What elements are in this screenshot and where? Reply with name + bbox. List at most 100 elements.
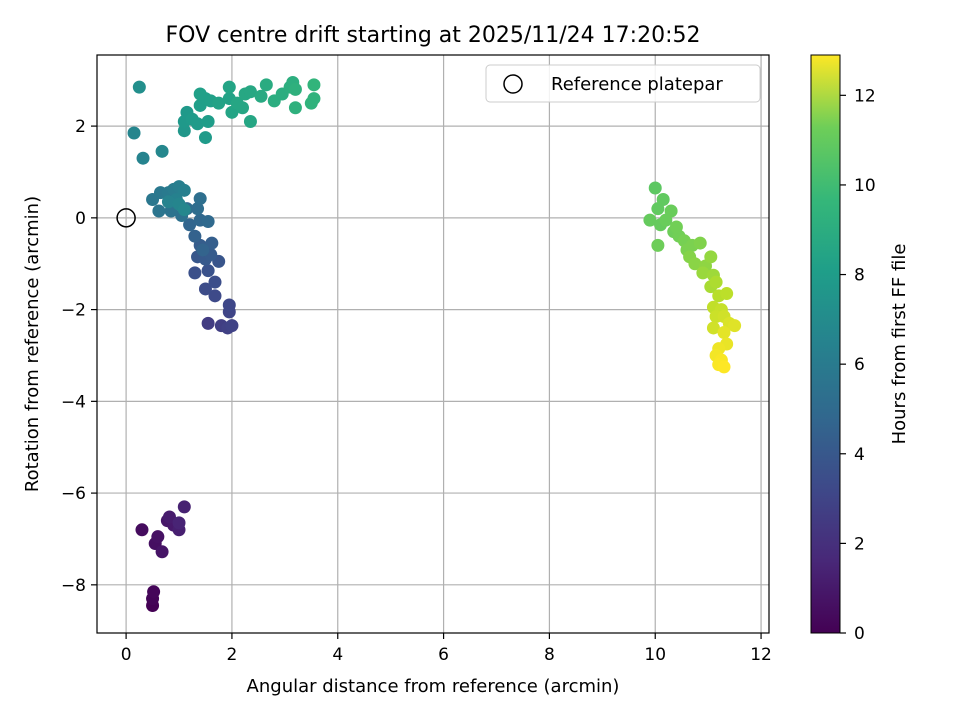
- legend-reference-marker: [503, 74, 523, 94]
- data-point: [201, 264, 215, 278]
- y-axis-ticks: −8 −6 −4 −2 0 2: [61, 117, 97, 596]
- x-tick-label: 12: [750, 645, 772, 665]
- data-point: [706, 321, 720, 335]
- data-point: [205, 236, 219, 250]
- data-point: [254, 89, 268, 103]
- data-point: [198, 282, 212, 296]
- data-point: [225, 319, 239, 333]
- data-point: [288, 82, 302, 96]
- data-point: [155, 144, 169, 158]
- data-point: [709, 275, 723, 289]
- x-tick-label: 6: [438, 645, 449, 665]
- data-point: [152, 204, 166, 218]
- data-point: [161, 195, 175, 209]
- data-point: [243, 115, 257, 129]
- chart-title: FOV centre drift starting at 2025/11/24 …: [166, 23, 701, 48]
- data-point: [307, 92, 321, 106]
- x-tick-label: 10: [644, 645, 666, 665]
- data-point: [717, 326, 731, 340]
- y-tick-label: −8: [61, 576, 86, 596]
- data-point: [243, 85, 257, 99]
- data-point: [688, 257, 702, 271]
- colorbar-tick-label: 10: [854, 176, 876, 196]
- data-point: [198, 131, 212, 145]
- colorbar: 0 2 4 6 8 10 12 Hours from first FF file: [810, 54, 910, 644]
- data-point: [188, 229, 202, 243]
- data-point: [693, 236, 707, 250]
- data-point: [720, 287, 734, 301]
- data-point: [648, 181, 662, 195]
- data-point: [728, 319, 742, 333]
- data-point: [136, 151, 150, 165]
- data-point: [177, 203, 191, 217]
- data-point: [151, 530, 165, 544]
- colorbar-tick-label: 6: [854, 355, 865, 375]
- data-point: [704, 250, 718, 264]
- data-point: [222, 298, 236, 312]
- data-point: [696, 266, 710, 280]
- y-tick-label: −6: [61, 484, 86, 504]
- data-point: [127, 126, 141, 140]
- reference-marker: [116, 208, 136, 228]
- legend-entry-label: Reference platepar: [551, 74, 723, 95]
- data-point: [177, 183, 191, 197]
- colorbar-label: Hours from first FF file: [889, 244, 910, 445]
- data-point: [201, 115, 215, 129]
- data-point: [162, 510, 176, 524]
- data-point: [659, 213, 673, 227]
- y-tick-label: −2: [61, 301, 86, 321]
- data-point: [236, 101, 250, 115]
- data-point: [196, 243, 210, 257]
- colorbar-tick-label: 4: [854, 445, 865, 465]
- data-point: [307, 78, 321, 92]
- legend-box: [485, 64, 761, 103]
- data-point: [208, 275, 222, 289]
- scatter-points: [127, 76, 742, 612]
- colorbar-tick-label: 12: [854, 86, 876, 106]
- data-point: [177, 124, 191, 138]
- colorbar-tick-label: 2: [854, 534, 865, 554]
- data-point: [191, 202, 205, 216]
- x-axis-ticks: 0 2 4 6 8 10 12: [121, 633, 772, 665]
- data-point: [651, 202, 665, 216]
- x-tick-label: 4: [332, 645, 343, 665]
- plot-frame: [96, 54, 770, 634]
- data-point: [288, 101, 302, 115]
- data-point: [147, 585, 161, 599]
- colorbar-tick-label: 8: [854, 266, 865, 286]
- data-point: [222, 80, 236, 94]
- data-point: [643, 213, 657, 227]
- data-point: [191, 117, 205, 131]
- data-point: [172, 516, 186, 530]
- data-point: [208, 289, 222, 303]
- colorbar-gradient: [810, 54, 841, 634]
- grid-lines: [97, 55, 769, 633]
- y-tick-label: 0: [75, 209, 86, 229]
- data-point: [132, 80, 146, 94]
- y-axis-label: Rotation from reference (arcmin): [22, 196, 43, 492]
- data-point: [201, 316, 215, 330]
- data-point: [193, 87, 207, 101]
- data-point: [155, 545, 169, 559]
- data-point: [259, 78, 273, 92]
- legend: Reference platepar: [485, 64, 761, 103]
- data-point: [183, 218, 197, 232]
- colorbar-tick-label: 0: [854, 624, 865, 644]
- data-point: [177, 500, 191, 514]
- data-point: [188, 266, 202, 280]
- y-tick-label: −4: [61, 392, 86, 412]
- data-point: [212, 96, 226, 110]
- data-point: [717, 360, 731, 374]
- data-point: [201, 215, 215, 229]
- data-point: [193, 192, 207, 206]
- y-tick-label: 2: [75, 117, 86, 137]
- data-point: [651, 238, 665, 252]
- x-axis-label: Angular distance from reference (arcmin): [247, 676, 620, 697]
- x-tick-label: 8: [544, 645, 555, 665]
- colorbar-ticks: 0 2 4 6 8 10 12: [840, 86, 876, 644]
- data-point: [135, 523, 149, 537]
- data-point: [669, 220, 683, 234]
- x-tick-label: 2: [227, 645, 238, 665]
- x-tick-label: 0: [121, 645, 132, 665]
